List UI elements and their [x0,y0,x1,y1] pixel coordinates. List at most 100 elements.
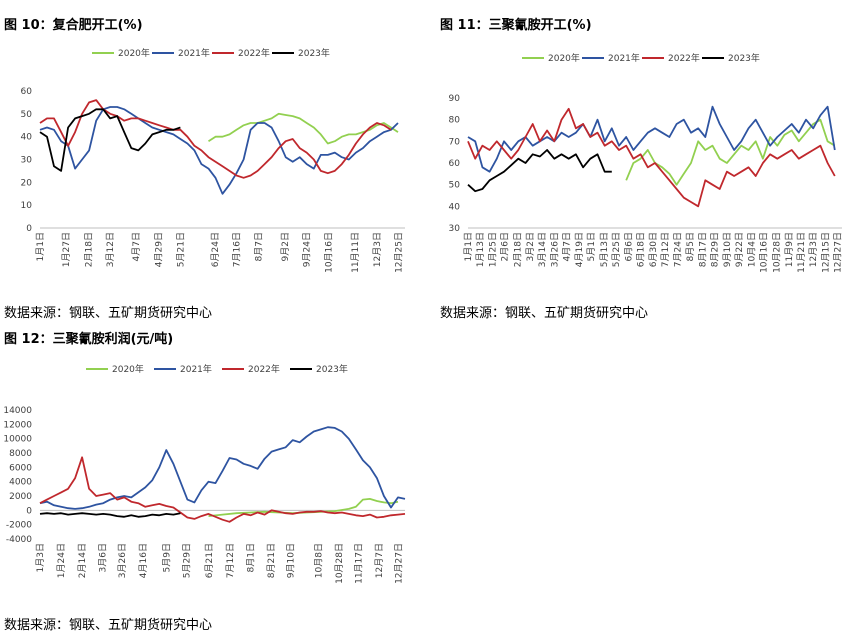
x-tick-label: 1月27日 [61,232,72,267]
legend-item-2021年: 2021年 [152,47,210,59]
x-tick-label: 12月3日 [808,232,819,267]
x-tick-label: 6月30日 [648,232,659,267]
x-tick-label: 4月7日 [562,232,573,261]
x-tick-label: 4月7日 [131,232,142,261]
y-tick-label: 8000 [9,449,32,459]
x-tick-label: 5月9日 [161,543,172,572]
x-tick-label: 8月5日 [685,232,696,261]
x-tick-label: 10月4日 [746,232,757,267]
x-tick-label: 3月14日 [537,232,548,267]
x-tick-label: 11月21日 [796,232,807,273]
y-tick-label: 60 [449,159,461,169]
x-tick-label: 1月24日 [56,543,67,578]
chart-1: 2020年 2021年 2022年 2023年 0 10 20 30 40 50 60 1月1日 1月2… [21,47,405,273]
x-tick-label: 10月16日 [759,232,770,273]
x-tick-label: 12月27日 [394,543,405,584]
series-line-2020年 [208,498,399,517]
legend-item-2020年: 2020年 [522,52,580,64]
legend-label: 2020年 [118,47,150,59]
legend-item-2022年: 2022年 [212,47,270,59]
series-line-2023年 [467,149,612,193]
x-tick-label: 6月6日 [623,232,634,261]
chart-title-2: 图 11：三聚氰胺开工(%) [440,18,592,33]
legend-item-2022年: 2022年 [222,363,280,375]
x-tick-label: 2月18日 [513,232,524,267]
legend-label: 2022年 [238,47,270,59]
x-tick-label: 8月21日 [266,543,277,578]
x-tick-label: 8月7日 [253,232,264,261]
x-tick-label: 5月29日 [182,543,193,578]
x-tick-label: 1月3日 [35,543,46,572]
x-tick-label: 8月29日 [710,232,721,267]
x-tick-label: 4月29日 [154,232,165,267]
x-tick-label: 12月7日 [374,543,385,578]
x-tick-label: 1月25日 [487,232,498,267]
legend-item-2023年: 2023年 [702,52,760,64]
y-tick-label: 40 [449,202,461,212]
x-tick-label: 5月13日 [599,232,610,267]
series-line-2023年 [39,512,181,518]
legend-label: 2021年 [608,52,640,64]
source-note-3: 数据来源：钢联、五矿期货研究中心 [4,618,213,633]
legend-label: 2021年 [178,47,210,59]
y-tick-label: 2000 [9,492,32,502]
series-line-2022年 [467,107,836,208]
series-line-2021年 [467,105,836,173]
x-tick-label: 10月16日 [323,232,334,273]
series-line-2023年 [39,108,181,172]
y-tick-label: -4000 [6,535,32,545]
series-line-2021年 [39,426,406,510]
x-tick-label: 6月18日 [636,232,647,267]
x-tick-label: 10月28日 [772,232,783,273]
y-tick-label: 0 [26,224,32,234]
legend-label: 2020年 [548,52,580,64]
legend-label: 2023年 [316,363,348,375]
source-note-2: 数据来源：钢联、五矿期货研究中心 [440,306,649,321]
x-tick-label: 4月19日 [574,232,585,267]
x-tick-label: 9月10日 [722,232,733,267]
y-tick-label: 40 [21,133,33,143]
y-tick-label: 10 [21,201,33,211]
x-tick-label: 7月16日 [232,232,243,267]
x-tick-label: 9月22日 [734,232,745,267]
series-line-2022年 [39,99,392,179]
x-tick-label: 9月24日 [302,232,313,267]
x-tick-label: 12月27日 [833,232,844,273]
x-tick-label: 6月24日 [210,232,221,267]
y-tick-label: 12000 [3,420,32,430]
legend-item-2020年: 2020年 [92,47,150,59]
series-line-2020年 [625,118,836,186]
x-tick-label: 2月18日 [83,232,94,267]
legend-label: 2022年 [668,52,700,64]
x-tick-label: 9月2日 [280,232,291,261]
y-tick-label: 80 [449,116,461,126]
y-tick-label: 6000 [9,463,32,473]
x-tick-label: 12月25日 [394,232,405,273]
y-tick-label: 90 [449,94,461,104]
x-tick-label: 3月26日 [117,543,128,578]
legend-label: 2023年 [298,47,330,59]
chart-title-1: 图 10：复合肥开工(%) [4,18,143,33]
legend-label: 2021年 [180,363,212,375]
y-tick-label: 30 [449,224,461,234]
y-tick-label: 70 [449,137,461,147]
legend-label: 2022年 [248,363,280,375]
chart-3: 2020年 2021年 2022年 2023年 -4000 -2000 0 2000 4000 6… [3,363,406,584]
legend-item-2020年: 2020年 [86,363,144,375]
x-tick-label: 5月21日 [175,232,186,267]
x-tick-label: 5月25日 [611,232,622,267]
x-tick-label: 10月28日 [334,543,345,584]
legend-label: 2023年 [728,52,760,64]
x-tick-label: 10月8日 [314,543,325,578]
x-tick-label: 8月1日 [246,543,257,572]
y-tick-label: 4000 [9,478,32,488]
x-tick-label: 12月3日 [372,232,383,267]
x-tick-label: 11月11日 [350,232,361,273]
legend-item-2021年: 2021年 [154,363,212,375]
x-tick-label: 3月6日 [97,543,108,572]
x-tick-label: 5月1日 [586,232,597,261]
y-tick-label: 50 [21,110,33,120]
y-tick-label: -2000 [6,521,32,531]
legend-item-2023年: 2023年 [290,363,348,375]
